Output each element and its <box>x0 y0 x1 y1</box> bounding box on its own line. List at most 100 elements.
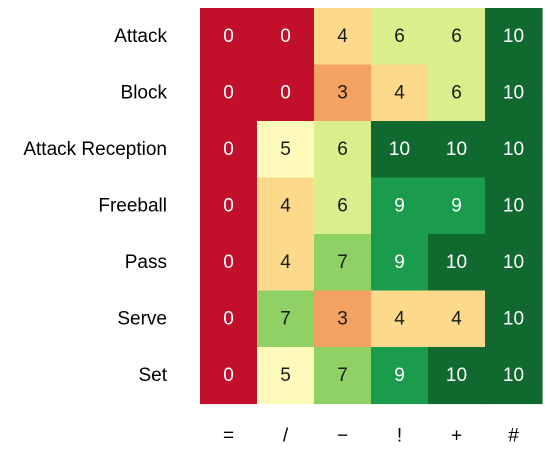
cell-value-attack-reception-equals: 0 <box>223 139 234 160</box>
heatmap-cell-attack-plus <box>428 8 486 66</box>
heatmap-cell-attack-minus <box>314 8 372 66</box>
heatmap-cell-pass-exclamation <box>371 234 429 292</box>
cell-value-set-minus: 7 <box>337 365 348 386</box>
cell-value-serve-hash: 10 <box>503 308 524 329</box>
cell-value-freeball-equals: 0 <box>223 195 234 216</box>
cell-value-pass-minus: 7 <box>337 252 348 273</box>
cell-value-block-slash: 0 <box>280 82 291 103</box>
cell-value-freeball-plus: 9 <box>451 195 462 216</box>
heatmap-cell-freeball-plus <box>428 177 486 235</box>
heatmap-cell-pass-minus <box>314 234 372 292</box>
heatmap-cell-attack-reception-plus <box>428 121 486 179</box>
cell-value-set-exclamation: 9 <box>394 365 405 386</box>
cell-value-pass-plus: 10 <box>446 252 467 273</box>
row-label-block: Block <box>121 82 168 103</box>
column-label-minus: − <box>337 426 348 447</box>
heatmap-cell-attack-reception-hash <box>485 121 543 179</box>
cell-value-freeball-exclamation: 9 <box>394 195 405 216</box>
heatmap-cell-attack-hash <box>485 8 543 66</box>
heatmap-column-labels: = / −! + # <box>223 426 519 447</box>
heatmap-cell-serve-slash <box>257 290 315 348</box>
heatmap-cell-attack-reception-slash <box>257 121 315 179</box>
cell-value-pass-equals: 0 <box>223 252 234 273</box>
column-label-exclamation: ! <box>397 426 402 447</box>
row-label-set: Set <box>138 365 167 386</box>
heatmap-cell-serve-exclamation <box>371 290 429 348</box>
heatmap-cell-freeball-equals <box>200 177 258 235</box>
heatmap-cell-block-plus <box>428 64 486 122</box>
row-label-pass: Pass <box>125 252 167 273</box>
cell-value-freeball-hash: 10 <box>503 195 524 216</box>
cell-value-attack-plus: 6 <box>451 26 462 47</box>
cell-value-block-equals: 0 <box>223 82 234 103</box>
cell-value-attack-reception-minus: 6 <box>337 139 348 160</box>
cell-value-attack-equals: 0 <box>223 26 234 47</box>
heatmap-row-labels: Attack Block Attack Reception Freeball Pass S… <box>23 26 167 386</box>
row-label-freeball: Freeball <box>98 195 167 216</box>
heatmap-cell-attack-reception-minus <box>314 121 372 179</box>
cell-value-attack-slash: 0 <box>280 26 291 47</box>
heatmap-cell-set-slash <box>257 347 315 405</box>
cell-value-block-minus: 3 <box>337 82 348 103</box>
cell-value-serve-exclamation: 4 <box>394 308 405 329</box>
cell-value-set-hash: 10 <box>503 365 524 386</box>
heatmap-cell-attack-reception-exclamation <box>371 121 429 179</box>
cell-value-attack-reception-exclamation: 10 <box>389 139 410 160</box>
cell-value-set-slash: 5 <box>280 365 291 386</box>
heatmap-cell-attack-reception-equals <box>200 121 258 179</box>
heatmap-cell-set-hash <box>485 347 543 405</box>
cell-value-freeball-minus: 6 <box>337 195 348 216</box>
heatmap-cell-attack-exclamation <box>371 8 429 66</box>
cell-value-set-equals: 0 <box>223 365 234 386</box>
heatmap-cell-pass-plus <box>428 234 486 292</box>
heatmap-cell-set-minus <box>314 347 372 405</box>
cell-value-serve-equals: 0 <box>223 308 234 329</box>
row-label-attack-reception: Attack Reception <box>23 139 167 160</box>
heatmap-cell-pass-hash <box>485 234 543 292</box>
heatmap-cell-pass-equals <box>200 234 258 292</box>
cell-value-attack-reception-slash: 5 <box>280 139 291 160</box>
cell-value-attack-reception-plus: 10 <box>446 139 467 160</box>
heatmap-cell-block-equals <box>200 64 258 122</box>
heatmap-cell-freeball-hash <box>485 177 543 235</box>
cell-value-block-plus: 6 <box>451 82 462 103</box>
heatmap-cell-serve-minus <box>314 290 372 348</box>
cell-value-pass-hash: 10 <box>503 252 524 273</box>
cell-value-attack-hash: 10 <box>503 26 524 47</box>
heatmap-cell-serve-hash <box>485 290 543 348</box>
heatmap-cell-set-plus <box>428 347 486 405</box>
cell-value-serve-slash: 7 <box>280 308 291 329</box>
cell-value-serve-minus: 3 <box>337 308 348 329</box>
cell-value-attack-exclamation: 6 <box>394 26 405 47</box>
cell-value-serve-plus: 4 <box>451 308 462 329</box>
heatmap-cell-freeball-slash <box>257 177 315 235</box>
heatmap-cells <box>200 8 543 405</box>
column-label-plus: + <box>451 426 462 447</box>
heatmap-cell-pass-slash <box>257 234 315 292</box>
cell-value-block-hash: 10 <box>503 82 524 103</box>
heatmap-cell-block-exclamation <box>371 64 429 122</box>
heatmap-cell-block-hash <box>485 64 543 122</box>
cell-value-freeball-slash: 4 <box>280 195 291 216</box>
row-label-attack: Attack <box>114 26 167 47</box>
heatmap-cell-block-slash <box>257 64 315 122</box>
cell-value-block-exclamation: 4 <box>394 82 405 103</box>
heatmap-cell-set-exclamation <box>371 347 429 405</box>
heatmap-cell-attack-equals <box>200 8 258 66</box>
cell-value-pass-slash: 4 <box>280 252 291 273</box>
row-label-serve: Serve <box>117 308 167 329</box>
heatmap-cell-serve-plus <box>428 290 486 348</box>
heatmap-cell-attack-slash <box>257 8 315 66</box>
heatmap-cell-freeball-exclamation <box>371 177 429 235</box>
column-label-equals: = <box>223 426 234 447</box>
heatmap-cell-set-equals <box>200 347 258 405</box>
heatmap-cell-labels: 0 0 4 6 6 10 0 0 3 4 6 10 0 5 6 10 10 10 0 4 6 9 9 10 0 4 7 9 10 10 0 7… <box>223 26 524 386</box>
cell-value-attack-reception-hash: 10 <box>503 139 524 160</box>
cell-value-pass-exclamation: 9 <box>394 252 405 273</box>
column-label-slash: / <box>283 426 289 447</box>
cell-value-attack-minus: 4 <box>337 26 348 47</box>
heatmap-cell-block-minus <box>314 64 372 122</box>
heatmap-cell-serve-equals <box>200 290 258 348</box>
heatmap-cell-freeball-minus <box>314 177 372 235</box>
